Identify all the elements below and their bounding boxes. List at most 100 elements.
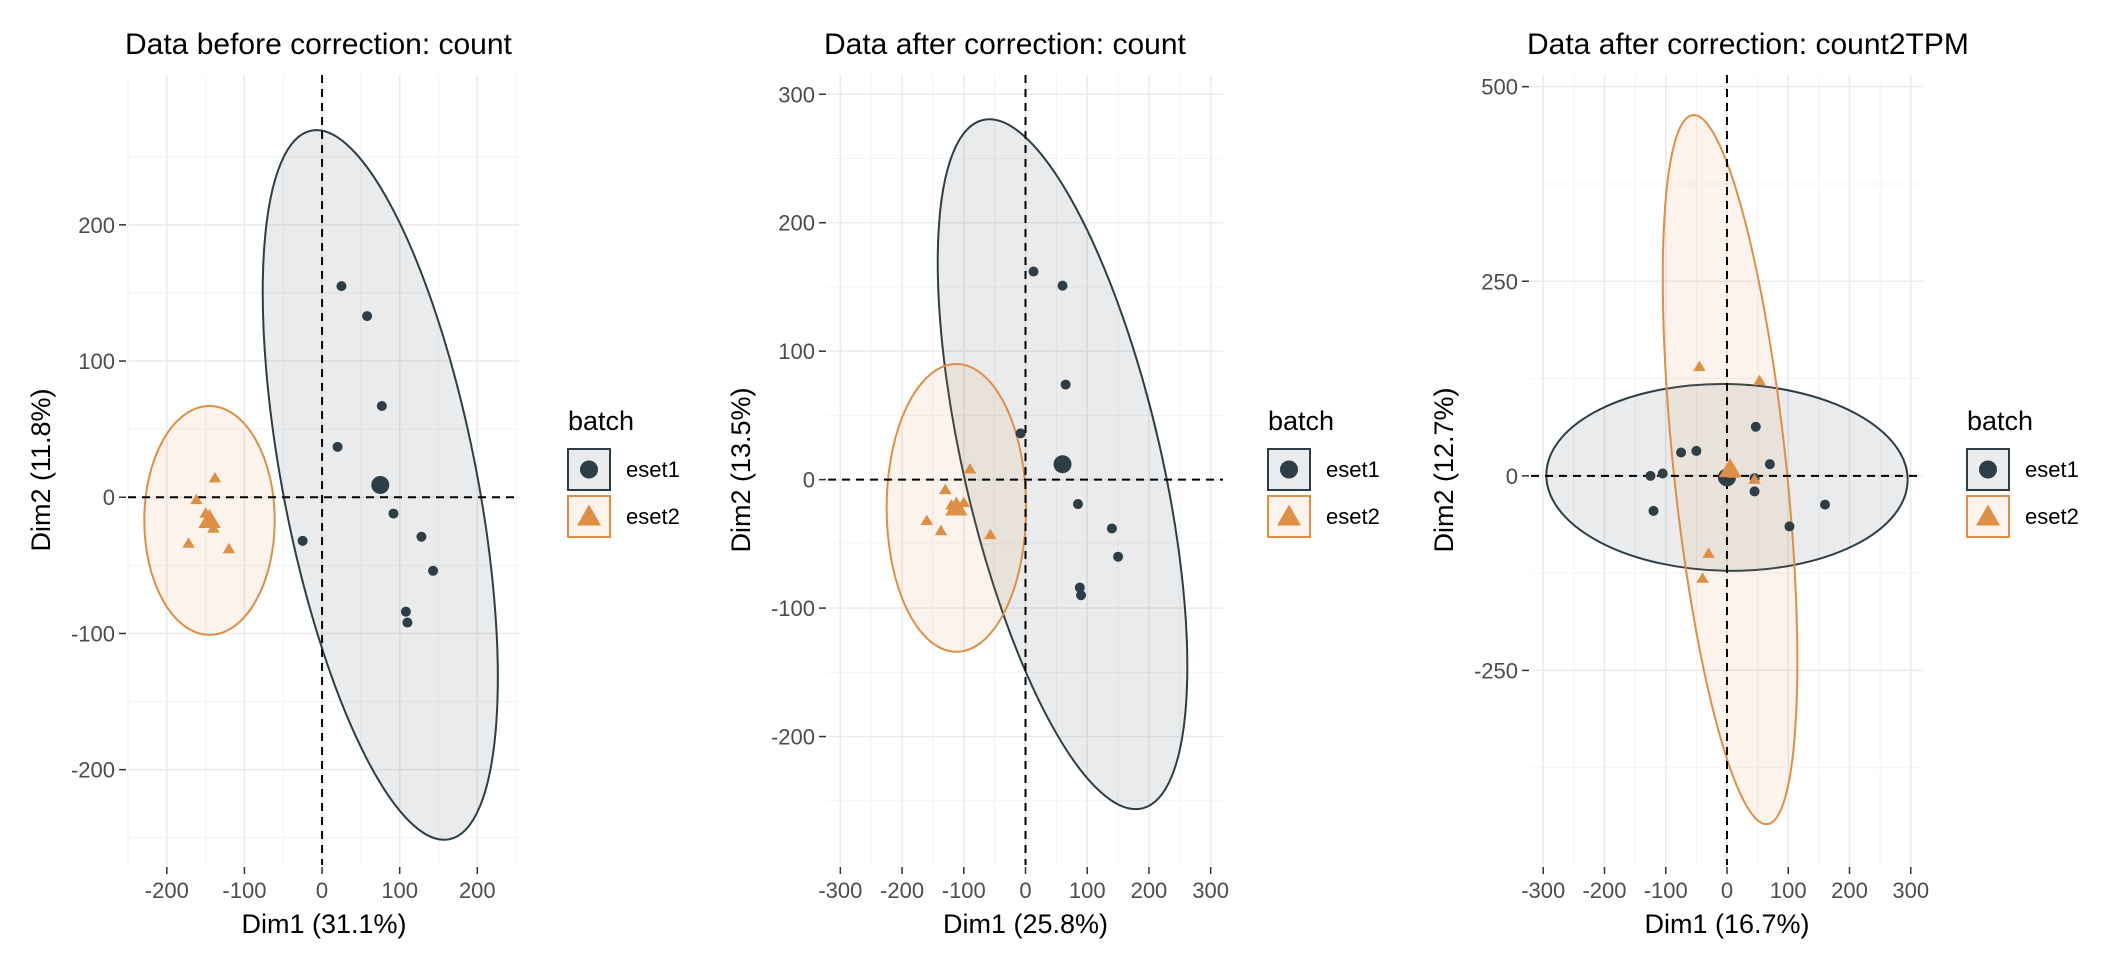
x-tick-label: -300 — [818, 878, 862, 903]
data-point-eset1 — [1113, 551, 1124, 562]
data-point-eset1 — [1784, 521, 1795, 532]
data-point-eset1 — [388, 508, 399, 519]
data-point-eset2 — [963, 463, 977, 474]
data-point-eset1 — [1057, 280, 1068, 291]
data-point-eset1 — [1648, 505, 1659, 516]
data-point-eset2 — [1702, 547, 1715, 558]
data-point-eset1 — [402, 617, 413, 628]
legend-marker-eset2 — [1277, 504, 1301, 526]
x-axis-title: Dim1 (16.7%) — [1644, 909, 1809, 939]
data-point-eset1 — [1015, 428, 1026, 439]
y-tick-label: 0 — [803, 468, 815, 493]
data-point-eset1 — [376, 400, 387, 411]
legend: batch eset1 eset2 — [1966, 406, 2079, 538]
data-point-eset2 — [208, 471, 222, 483]
x-tick-label: -200 — [880, 878, 924, 903]
data-point-eset1 — [336, 281, 347, 292]
centroid-eset2 — [1718, 458, 1742, 478]
data-point-eset1 — [416, 531, 427, 542]
y-tick-label: -100 — [771, 596, 815, 621]
y-tick-label: -100 — [71, 621, 115, 646]
data-point-eset2 — [222, 542, 236, 554]
data-point-eset2 — [1696, 572, 1709, 583]
chart-title: Data before correction: count — [125, 28, 513, 61]
x-tick-label: 0 — [316, 878, 328, 903]
data-point-eset1 — [1820, 499, 1830, 510]
legend-title: batch — [1268, 406, 1334, 436]
data-point-eset1 — [297, 535, 308, 546]
y-tick-label: -200 — [771, 725, 815, 750]
chart-panel-3: -300 -200 -100 0 100 200 300 -250 0 250 500 Data af… — [1429, 28, 2079, 939]
data-point-eset1 — [362, 311, 373, 322]
centroid-eset1 — [371, 475, 390, 494]
centroid-eset1 — [1053, 455, 1072, 474]
y-tick-label: 0 — [1506, 464, 1518, 489]
chart-title: Data after correction: count — [824, 28, 1187, 61]
data-point-eset1 — [1691, 445, 1702, 456]
y-tick-label: 0 — [103, 485, 115, 510]
x-tick-label: -200 — [1582, 878, 1626, 903]
data-point-eset2 — [1753, 374, 1766, 386]
data-point-eset1 — [1676, 447, 1687, 458]
data-point-eset1 — [1074, 582, 1085, 593]
data-point-eset1 — [1106, 523, 1117, 534]
data-point-eset2 — [920, 514, 933, 525]
x-tick-label: -200 — [145, 878, 189, 903]
x-tick-label: 100 — [381, 878, 418, 903]
x-tick-label: 200 — [459, 878, 496, 903]
x-tick-label: 200 — [1131, 878, 1168, 903]
data-point-eset1 — [400, 606, 411, 617]
data-point-eset2 — [1748, 473, 1761, 484]
data-point-eset1 — [1072, 499, 1083, 510]
y-axis-title: Dim2 (13.5%) — [726, 387, 756, 552]
x-tick-label: 300 — [1892, 878, 1929, 903]
data-point-eset2 — [1693, 360, 1706, 372]
y-tick-label: 200 — [778, 211, 815, 236]
data-point-eset1 — [1076, 590, 1087, 601]
legend-marker-eset1 — [580, 460, 598, 479]
data-point-eset1 — [1645, 470, 1656, 481]
data-point-eset1 — [1750, 421, 1761, 432]
legend-label-eset1: eset1 — [1326, 457, 1380, 482]
y-axis-title: Dim2 (12.7%) — [1429, 387, 1459, 552]
centroid-eset2 — [198, 509, 221, 528]
legend-title: batch — [568, 406, 634, 436]
x-tick-label: 100 — [1770, 878, 1807, 903]
x-axis-title: Dim1 (25.8%) — [943, 909, 1108, 939]
legend-label-eset2: eset2 — [1326, 504, 1380, 529]
y-tick-label: 500 — [1481, 75, 1518, 100]
legend-label-eset2: eset2 — [2025, 504, 2079, 529]
data-point-eset2 — [182, 537, 195, 548]
chart-panel-2: -300 -200 -100 0 100 200 300 -200 -100 0 100 200 300… — [726, 28, 1380, 939]
data-point-eset2 — [939, 483, 952, 495]
data-point-eset1 — [1028, 266, 1039, 277]
data-point-eset1 — [332, 441, 343, 452]
x-axis-title: Dim1 (31.1%) — [241, 909, 406, 939]
x-tick-label: 0 — [1019, 878, 1031, 903]
legend-marker-eset1 — [1979, 460, 1997, 479]
y-tick-label: 200 — [78, 213, 115, 238]
x-tick-label: -300 — [1521, 878, 1565, 903]
data-point-eset1 — [1060, 379, 1071, 390]
legend-key-eset1 — [1966, 448, 2010, 491]
legend-label-eset1: eset1 — [626, 457, 680, 482]
y-tick-label: -200 — [71, 758, 115, 783]
legend-marker-eset2 — [577, 504, 601, 526]
y-tick-label: 300 — [778, 82, 815, 107]
data-point-eset2 — [984, 528, 997, 540]
data-point-eset1 — [428, 565, 439, 576]
y-tick-label: 100 — [78, 349, 115, 374]
chart-title: Data after correction: count2TPM — [1527, 28, 1969, 61]
legend-label-eset1: eset1 — [2025, 457, 2079, 482]
data-point-eset1 — [1764, 459, 1775, 470]
x-tick-label: 100 — [1069, 878, 1106, 903]
y-tick-label: -250 — [1474, 658, 1518, 683]
data-point-eset1 — [1749, 486, 1760, 497]
legend-marker-eset1 — [1280, 460, 1298, 479]
data-point-eset2 — [190, 493, 203, 505]
x-tick-label: 0 — [1721, 878, 1733, 903]
legend: batch eset1 eset2 — [567, 406, 680, 538]
x-tick-label: 300 — [1192, 878, 1229, 903]
x-tick-label: -100 — [1644, 878, 1688, 903]
